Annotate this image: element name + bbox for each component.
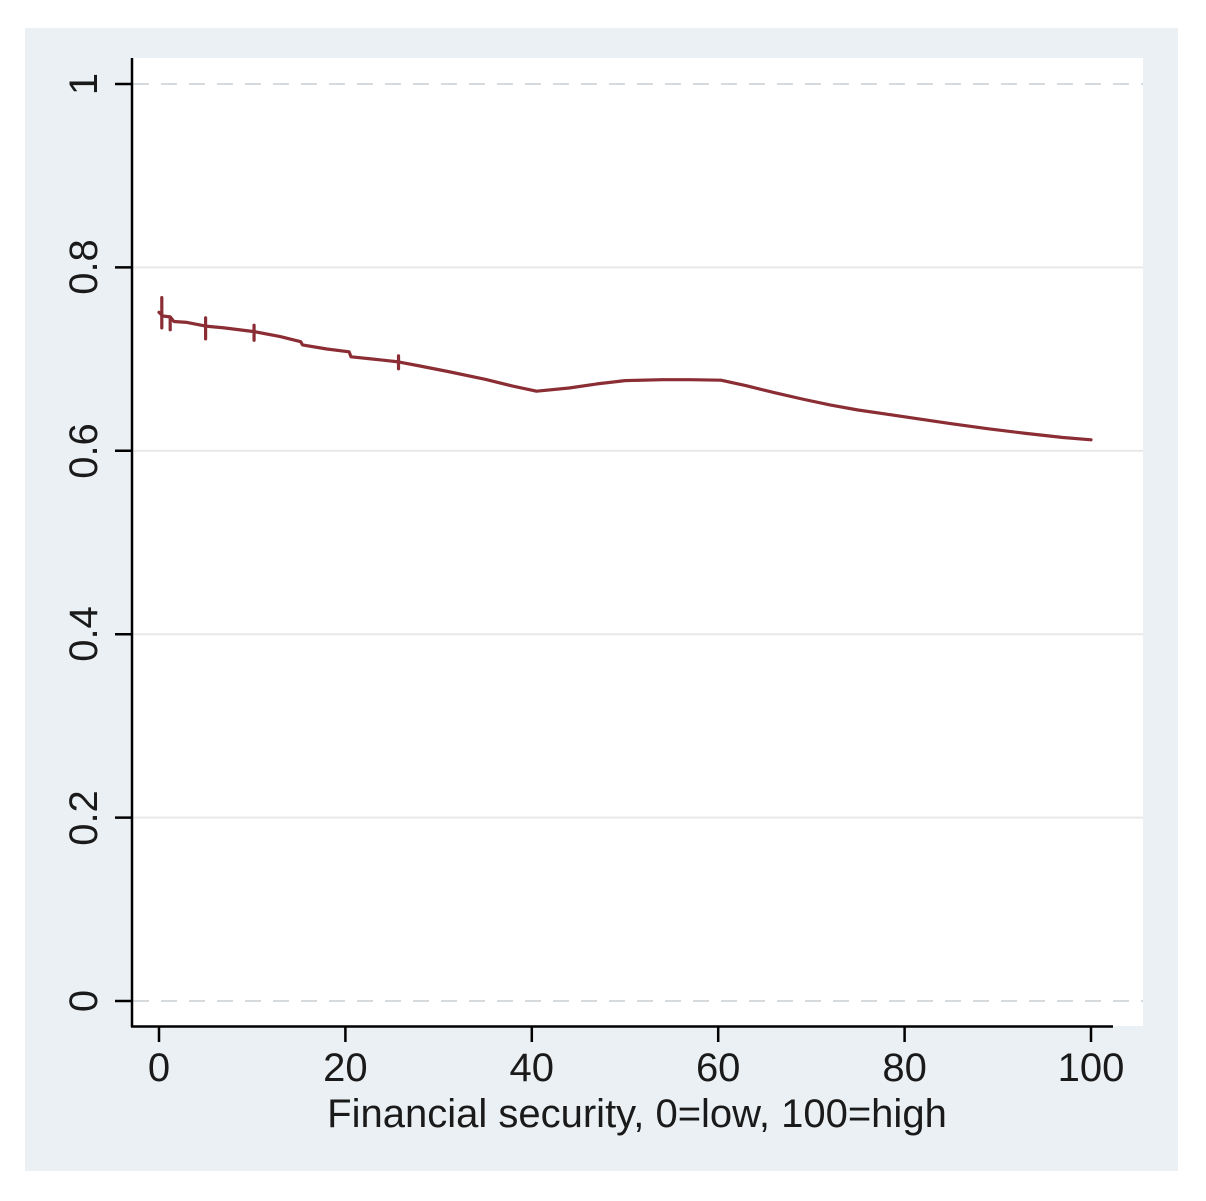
x-tick-label: 60 (695, 1046, 741, 1090)
y-tick-label: 0.4 (62, 606, 106, 662)
x-axis-title: Financial security, 0=low, 100=high (327, 1092, 947, 1136)
x-tick-label: 40 (509, 1046, 555, 1090)
plot-area (131, 58, 1143, 1026)
y-tick-label: 0 (62, 989, 106, 1013)
x-tick-label: 100 (1057, 1046, 1125, 1090)
x-tick-label: 0 (147, 1046, 171, 1090)
y-tick-label: 0.2 (62, 789, 106, 846)
x-tick-label: 80 (882, 1046, 927, 1090)
y-tick-label: 0.8 (62, 239, 106, 296)
y-tick-label: 1 (62, 72, 106, 96)
survival-curve (157, 310, 1093, 442)
x-tick-label: 20 (323, 1046, 368, 1090)
y-tick-label: 0.6 (62, 422, 106, 479)
